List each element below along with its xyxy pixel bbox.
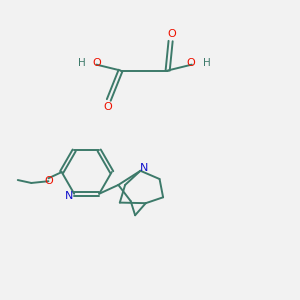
Text: N: N — [140, 164, 148, 173]
Text: O: O — [103, 102, 112, 112]
Text: O: O — [168, 29, 176, 39]
Text: O: O — [44, 176, 53, 186]
Text: O: O — [93, 58, 101, 68]
Text: H: H — [78, 58, 86, 68]
Text: H: H — [203, 58, 210, 68]
Text: N: N — [65, 191, 73, 201]
Text: O: O — [187, 58, 196, 68]
